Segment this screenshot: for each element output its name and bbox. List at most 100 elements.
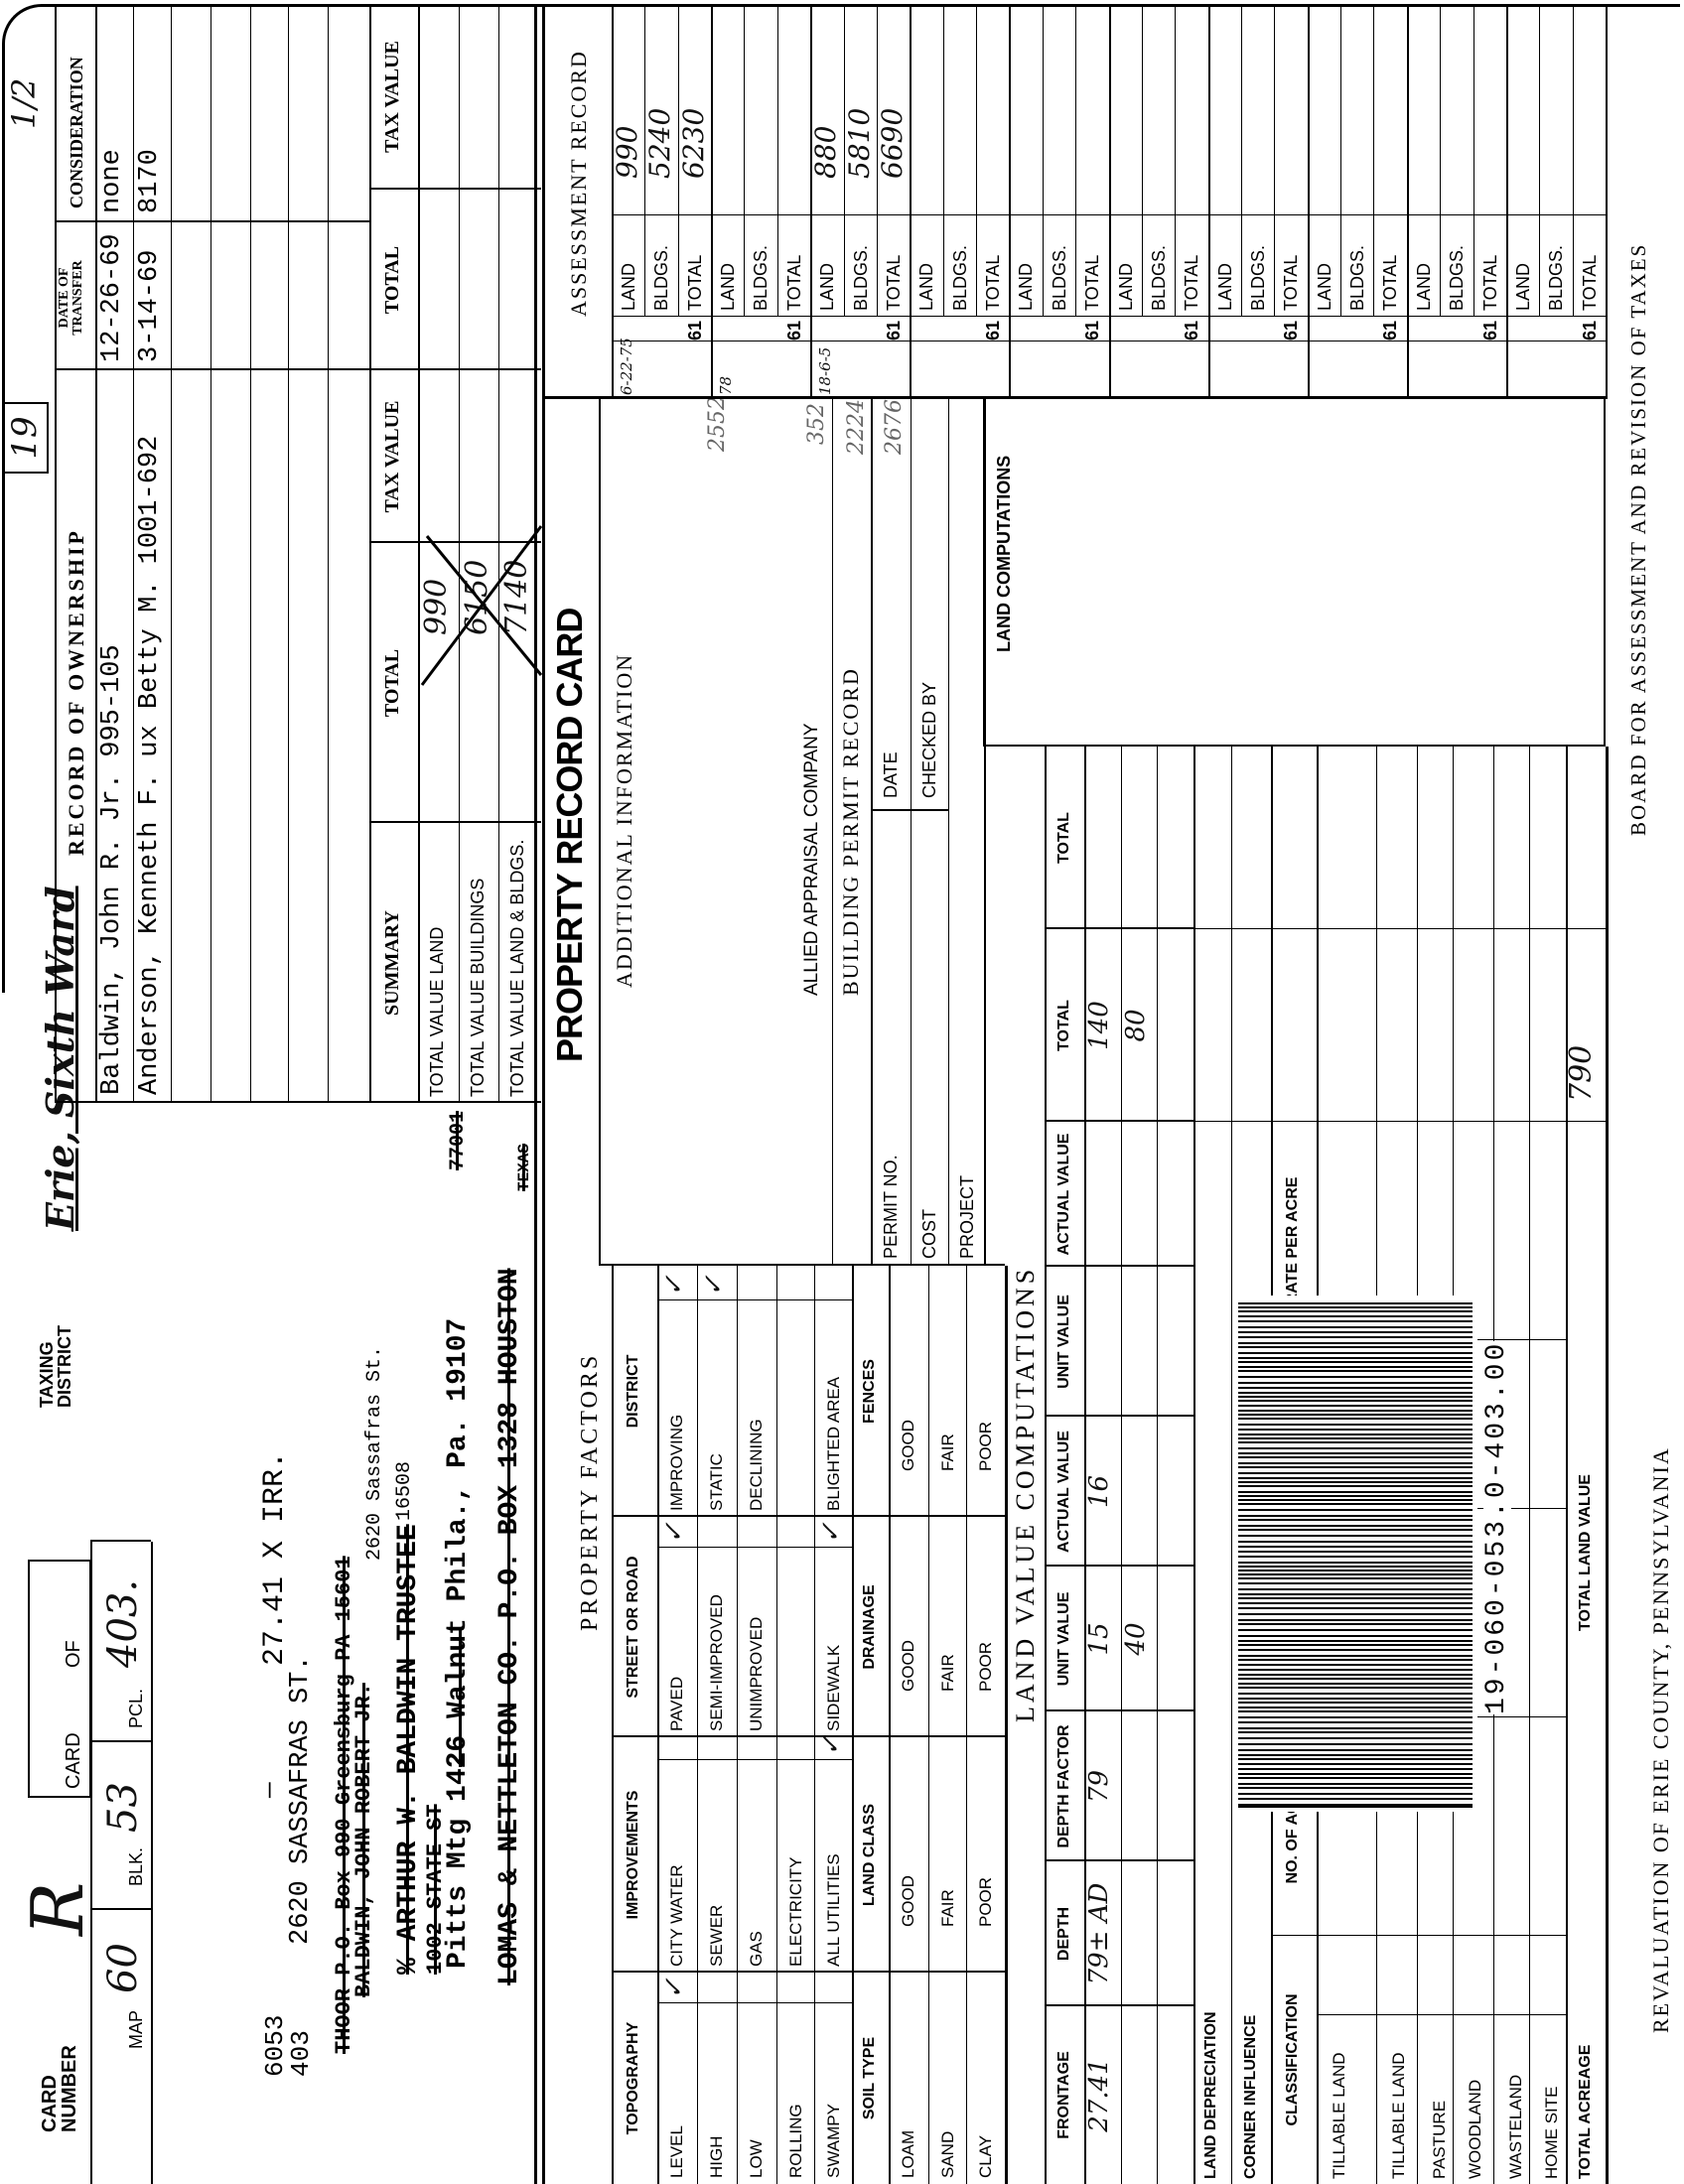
ownership-title: RECORD OF OWNERSHIP — [64, 528, 88, 856]
rule-line — [1121, 747, 1122, 2184]
property-factor-option: GOOD — [899, 1640, 917, 1692]
consideration-header: CONSIDERATION — [67, 57, 86, 208]
property-factor-header: STREET OR ROAD — [625, 1556, 641, 1699]
rule-line — [1440, 4, 1441, 317]
rule-line — [90, 1540, 151, 1542]
barcode-bar — [1238, 1477, 1473, 1479]
pcl-value: 403. — [100, 1578, 146, 1668]
property-factor-option: STATIC — [707, 1453, 726, 1511]
rule-line — [810, 4, 812, 399]
summary-title: SUMMARY — [381, 910, 403, 1016]
permit-field-label: PERMIT NO. — [881, 1155, 901, 1259]
permit-field-label: COST — [919, 1208, 939, 1259]
assessment-row-label: LAND — [1016, 262, 1036, 311]
assessment-row-label: TOTAL — [1380, 254, 1400, 311]
summary-row-label: TOTAL VALUE LAND — [427, 926, 447, 1097]
barcode-bar — [1238, 1798, 1473, 1800]
pcl-label: PCL. — [126, 1688, 146, 1728]
assessment-row-label: BLDGS. — [1546, 244, 1566, 311]
barcode — [1234, 1296, 1477, 1812]
barcode-bar — [1238, 1485, 1473, 1487]
property-factor-header: FENCES — [861, 1359, 878, 1424]
mailing-history-line: TEXAS — [515, 1143, 533, 1191]
rule-line — [1193, 747, 1195, 2184]
classification-row-label: WASTELAND — [1507, 2074, 1524, 2179]
rule-line — [1231, 747, 1232, 2184]
assessment-row-label: BLDGS. — [751, 244, 771, 311]
rule-line — [1573, 4, 1574, 317]
handwritten-note: 2224 — [844, 399, 869, 455]
barcode-bar — [1238, 1573, 1473, 1575]
footer-right: BOARD FOR ASSESSMENT AND REVISION OF TAX… — [1626, 242, 1650, 836]
assessment-row-label: TOTAL — [983, 254, 1003, 311]
property-record-card-title: PROPERTY RECORD CARD — [549, 608, 590, 1062]
land-value-column-header: UNIT VALUE — [1055, 1591, 1072, 1687]
map-value: 60 — [100, 1943, 146, 1993]
barcode-bar — [1238, 1396, 1473, 1398]
barcode-number: 19-060-053.0-403.00 — [1481, 1340, 1512, 1714]
barcode-bar — [1238, 1777, 1473, 1779]
barcode-bar — [1238, 1754, 1473, 1756]
assessment-year-prefix: 61 — [1480, 320, 1500, 341]
rule-line — [1193, 928, 1606, 929]
barcode-bar — [1238, 1429, 1473, 1431]
building-permit-title: BUILDING PERMIT RECORD — [838, 667, 863, 996]
property-factor-option: GOOD — [899, 1420, 917, 1471]
property-id: 6053 — [260, 2014, 290, 2077]
land-value-column-header: DEPTH — [1055, 1906, 1072, 1962]
rule-line — [1009, 4, 1011, 399]
land-value-column-header: UNIT VALUE — [1055, 1295, 1072, 1389]
barcode-bar — [1238, 1456, 1473, 1458]
barcode-bar — [1238, 1640, 1473, 1642]
land-value-column-header: TOTAL — [1055, 812, 1072, 864]
rule-line — [1317, 2014, 1566, 2015]
barcode-bar — [1238, 1702, 1473, 1704]
land-value-cell: 16 — [1084, 1474, 1114, 1509]
company-name: ALLIED APPRAISAL COMPANY — [801, 723, 822, 996]
barcode-bar — [1238, 1678, 1473, 1680]
barcode-bar — [1238, 1481, 1473, 1483]
rule-line — [151, 1542, 153, 2184]
additional-info-label: ADDITIONAL INFORMATION — [612, 652, 636, 988]
barcode-bar — [1238, 1644, 1473, 1646]
property-factor-option: IMPROVING — [667, 1414, 686, 1511]
land-computations-label: LAND COMPUTATIONS — [994, 455, 1014, 652]
barcode-bar — [1238, 1306, 1473, 1308]
property-factor-header: TOPOGRAPHY — [625, 2021, 641, 2135]
permit-field-label: PROJECT — [957, 1174, 977, 1259]
property-factor-option: LOAM — [899, 2129, 917, 2178]
rule-line — [542, 4, 545, 2184]
map-label: MAP — [126, 2009, 146, 2049]
barcode-bar — [1238, 1326, 1473, 1328]
classification-row-label: WOODLAND — [1467, 2079, 1483, 2179]
assessment-row-label: TOTAL — [1480, 254, 1500, 311]
assessment-row-label: BLDGS. — [851, 244, 871, 311]
rule-line — [1340, 4, 1341, 317]
rule-line — [1566, 747, 1568, 2184]
property-factor-option: SIDEWALK — [824, 1644, 843, 1731]
rule-line — [1274, 4, 1275, 317]
rule-line — [911, 399, 912, 1266]
footer-left: REVALUATION OF ERIE COUNTY, PENNSYLVANIA — [1648, 1446, 1673, 2033]
rule-line — [976, 4, 977, 317]
rule-line — [832, 399, 833, 1266]
assessment-row-label: BLDGS. — [1347, 244, 1367, 311]
property-factor-option: CLAY — [976, 2134, 995, 2178]
land-value-cell: 40 — [1121, 1622, 1151, 1656]
barcode-bar — [1238, 1597, 1473, 1599]
barcode-bar — [1238, 1566, 1473, 1568]
rule-line — [711, 4, 713, 399]
assessment-year-prefix: 61 — [1380, 320, 1400, 341]
classification-row-label: HOME SITE — [1543, 2086, 1560, 2179]
property-factor-option: POOR — [976, 1421, 995, 1471]
check-mark-icon — [661, 1978, 687, 1999]
barcode-bar — [1238, 1387, 1473, 1389]
check-mark-icon — [661, 1522, 687, 1544]
assessment-value-land: 880 — [809, 125, 842, 179]
barcode-bar — [1238, 1588, 1473, 1590]
total-acreage-label: TOTAL ACREAGE — [1577, 2044, 1594, 2179]
barcode-bar — [1238, 1541, 1473, 1543]
barcode-bar — [1238, 1669, 1473, 1671]
rule-line — [1539, 4, 1540, 317]
